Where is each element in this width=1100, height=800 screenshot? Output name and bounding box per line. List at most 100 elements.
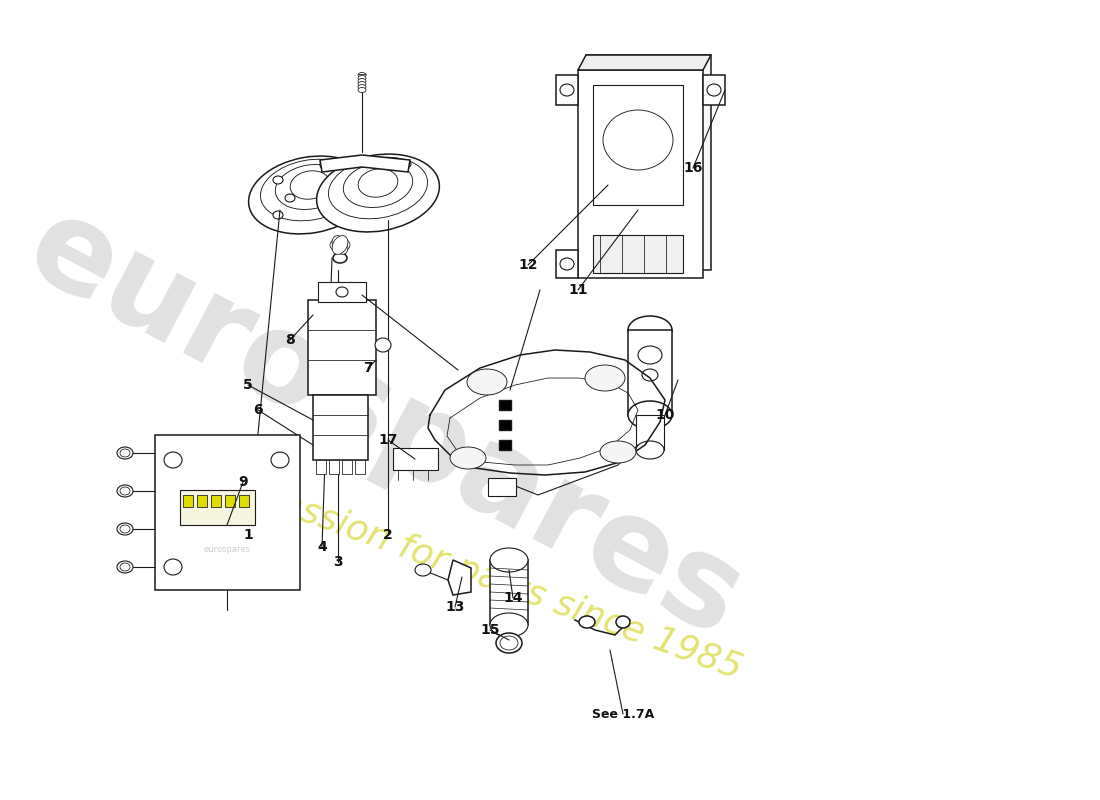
Ellipse shape [375, 338, 390, 352]
Ellipse shape [336, 287, 348, 297]
Ellipse shape [261, 159, 360, 221]
Bar [593, 235, 683, 273]
Ellipse shape [120, 487, 130, 495]
Text: 13: 13 [446, 600, 464, 614]
Polygon shape [578, 55, 711, 70]
Ellipse shape [120, 449, 130, 457]
Ellipse shape [358, 87, 366, 93]
Ellipse shape [275, 165, 344, 210]
Ellipse shape [356, 159, 369, 167]
Ellipse shape [249, 156, 372, 234]
Ellipse shape [579, 616, 595, 628]
Bar [393, 448, 438, 470]
Ellipse shape [343, 162, 412, 207]
Text: 16: 16 [683, 161, 703, 175]
Ellipse shape [120, 563, 130, 571]
Text: 12: 12 [518, 258, 538, 272]
Ellipse shape [290, 170, 330, 199]
Ellipse shape [628, 401, 672, 429]
Text: 1: 1 [243, 528, 253, 542]
Ellipse shape [273, 176, 283, 184]
Bar [239, 495, 249, 507]
Ellipse shape [560, 84, 574, 96]
Ellipse shape [164, 559, 182, 575]
Text: a passion for parts since 1985: a passion for parts since 1985 [222, 466, 746, 686]
Bar [499, 440, 512, 450]
Ellipse shape [496, 633, 522, 653]
Text: 6: 6 [253, 403, 263, 417]
Ellipse shape [450, 447, 486, 469]
Ellipse shape [638, 346, 662, 364]
Bar [636, 415, 664, 450]
Ellipse shape [273, 211, 283, 219]
Bar [488, 478, 516, 496]
Bar [211, 495, 221, 507]
Ellipse shape [358, 75, 366, 81]
Ellipse shape [402, 160, 411, 168]
Ellipse shape [332, 236, 348, 254]
Text: 9: 9 [239, 475, 248, 489]
Ellipse shape [271, 452, 289, 468]
Bar [180, 490, 255, 525]
Text: eurospares: eurospares [8, 185, 762, 663]
Text: 10: 10 [656, 408, 674, 422]
Bar [155, 435, 300, 590]
Ellipse shape [500, 636, 518, 650]
Ellipse shape [117, 523, 133, 535]
Polygon shape [448, 560, 471, 595]
Bar [197, 495, 207, 507]
Polygon shape [578, 70, 703, 278]
Bar [499, 420, 512, 430]
Text: 15: 15 [481, 623, 499, 637]
Ellipse shape [117, 447, 133, 459]
Ellipse shape [330, 238, 350, 252]
Ellipse shape [358, 73, 366, 78]
Bar [314, 395, 369, 460]
Text: 17: 17 [378, 433, 398, 447]
Bar [342, 460, 352, 474]
Bar [316, 460, 326, 474]
Ellipse shape [358, 85, 366, 90]
Text: 11: 11 [569, 283, 587, 297]
Ellipse shape [600, 441, 636, 463]
Text: 5: 5 [243, 378, 253, 392]
Ellipse shape [317, 154, 439, 232]
Ellipse shape [359, 169, 398, 198]
Text: eurospares: eurospares [204, 546, 251, 554]
Ellipse shape [490, 548, 528, 572]
Ellipse shape [707, 84, 721, 96]
Ellipse shape [415, 564, 431, 576]
Ellipse shape [320, 161, 330, 169]
Bar [318, 282, 366, 302]
Text: 3: 3 [333, 555, 343, 569]
Text: 2: 2 [383, 528, 393, 542]
Bar [329, 460, 339, 474]
Polygon shape [586, 55, 711, 270]
Ellipse shape [560, 258, 574, 270]
Text: 7: 7 [363, 361, 373, 375]
Ellipse shape [616, 616, 630, 628]
Text: See 1.7A: See 1.7A [592, 707, 654, 721]
Bar [226, 495, 235, 507]
Bar [355, 460, 365, 474]
Polygon shape [556, 75, 578, 105]
Ellipse shape [628, 316, 672, 344]
Ellipse shape [358, 82, 366, 86]
Ellipse shape [636, 441, 664, 459]
Polygon shape [703, 75, 725, 105]
Ellipse shape [164, 452, 182, 468]
Bar [628, 330, 672, 415]
Ellipse shape [642, 369, 658, 381]
Ellipse shape [285, 194, 295, 202]
Bar [490, 560, 528, 625]
Bar [183, 495, 192, 507]
Polygon shape [556, 250, 578, 278]
Ellipse shape [490, 613, 528, 637]
Ellipse shape [332, 239, 348, 251]
Text: 14: 14 [504, 591, 522, 605]
Ellipse shape [120, 525, 130, 533]
Ellipse shape [332, 236, 348, 254]
Polygon shape [320, 155, 410, 172]
Ellipse shape [603, 110, 673, 170]
Bar [499, 400, 512, 410]
